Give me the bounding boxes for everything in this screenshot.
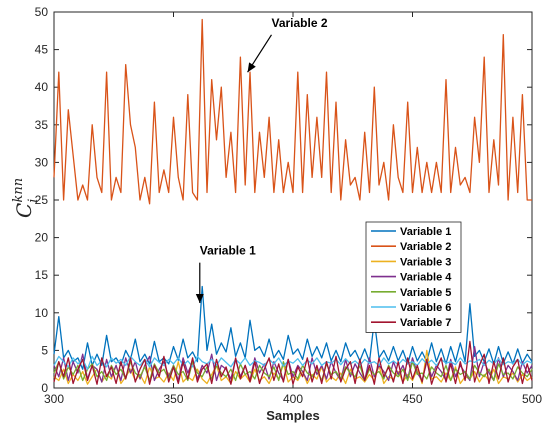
annotation-arrow-head [247,62,256,73]
y-tick-label: 25 [35,193,49,207]
legend-label: Variable 1 [400,226,451,238]
legend-label: Variable 4 [400,272,452,284]
y-axis-title-main: C [12,203,36,218]
annotation-label: Variable 1 [200,244,256,258]
y-tick-label: 30 [35,155,49,169]
series-line-variable-6 [53,355,533,370]
y-tick-label: 10 [35,306,49,320]
y-axis-title-superscript: knn [11,178,26,203]
y-tick-label: 15 [35,268,49,282]
series-line-variable-7 [53,340,533,385]
series-line-variable-5 [53,361,533,382]
y-tick-label: 40 [35,80,49,94]
series-line-variable-1 [53,285,533,370]
y-tick-label: 50 [35,5,49,19]
y-tick-label: 5 [41,343,48,357]
legend-label: Variable 7 [400,317,451,329]
y-axis-title-subscript: i [26,199,41,203]
x-tick-label: 450 [402,392,422,406]
series-line-variable-2 [53,18,532,205]
x-tick-label: 500 [522,392,542,406]
legend-label: Variable 6 [400,302,451,314]
y-tick-label: 45 [35,43,49,57]
x-tick-label: 300 [44,392,64,406]
y-tick-label: 0 [41,381,48,395]
x-tick-label: 350 [163,392,183,406]
y-tick-label: 20 [35,231,49,245]
annotation-label: Variable 2 [271,16,327,30]
series-line-variable-4 [53,345,533,383]
legend-label: Variable 2 [400,241,451,253]
x-axis-title: Samples [266,408,319,423]
y-tick-label: 35 [35,118,49,132]
legend-label: Variable 3 [400,256,451,268]
x-tick-label: 400 [283,392,303,406]
legend-label: Variable 5 [400,287,451,299]
y-axis-title: Ciknn [11,178,41,218]
plot-area: 300 350 400 450 500 0 5 10 15 20 25 30 35 40 45 50 Sampl… [11,5,542,423]
annotation-arrow-head [195,294,204,303]
